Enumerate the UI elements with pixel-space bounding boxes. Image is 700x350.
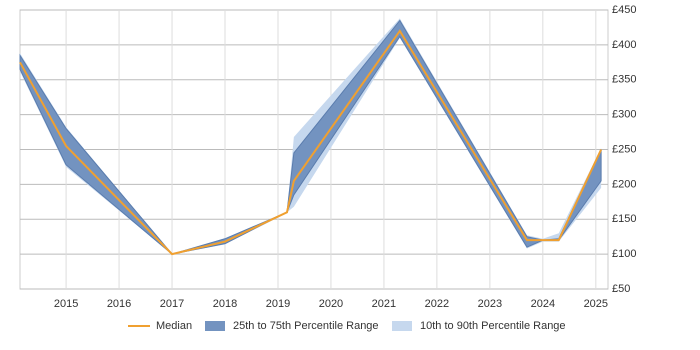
- x-tick-label: 2023: [478, 298, 502, 310]
- legend-label: 10th to 90th Percentile Range: [420, 320, 566, 332]
- x-tick-label: 2018: [213, 298, 237, 310]
- y-tick-label: £100: [612, 248, 636, 260]
- y-tick-label: £400: [612, 39, 636, 51]
- x-tick-label: 2016: [107, 298, 131, 310]
- y-tick-label: £450: [612, 4, 636, 16]
- legend-label: Median: [156, 320, 192, 332]
- x-tick-label: 2025: [584, 298, 608, 310]
- x-tick-label: 2015: [54, 298, 78, 310]
- median-line: [19, 29, 603, 256]
- x-tick-label: 2017: [160, 298, 184, 310]
- y-tick-label: £250: [612, 143, 636, 155]
- x-tick-label: 2019: [266, 298, 290, 310]
- x-tick-label: 2022: [425, 298, 449, 310]
- y-tick-label: £50: [612, 283, 630, 295]
- x-tick-label: 2021: [372, 298, 396, 310]
- legend-swatch: [205, 321, 225, 331]
- x-tick-label: 2024: [531, 298, 555, 310]
- y-tick-label: £300: [612, 109, 636, 121]
- y-tick-label: £350: [612, 74, 636, 86]
- legend-swatch: [392, 321, 412, 331]
- legend-label: 25th to 75th Percentile Range: [233, 320, 379, 332]
- y-tick-label: £150: [612, 213, 636, 225]
- x-tick-label: 2020: [319, 298, 343, 310]
- y-tick-label: £200: [612, 178, 636, 190]
